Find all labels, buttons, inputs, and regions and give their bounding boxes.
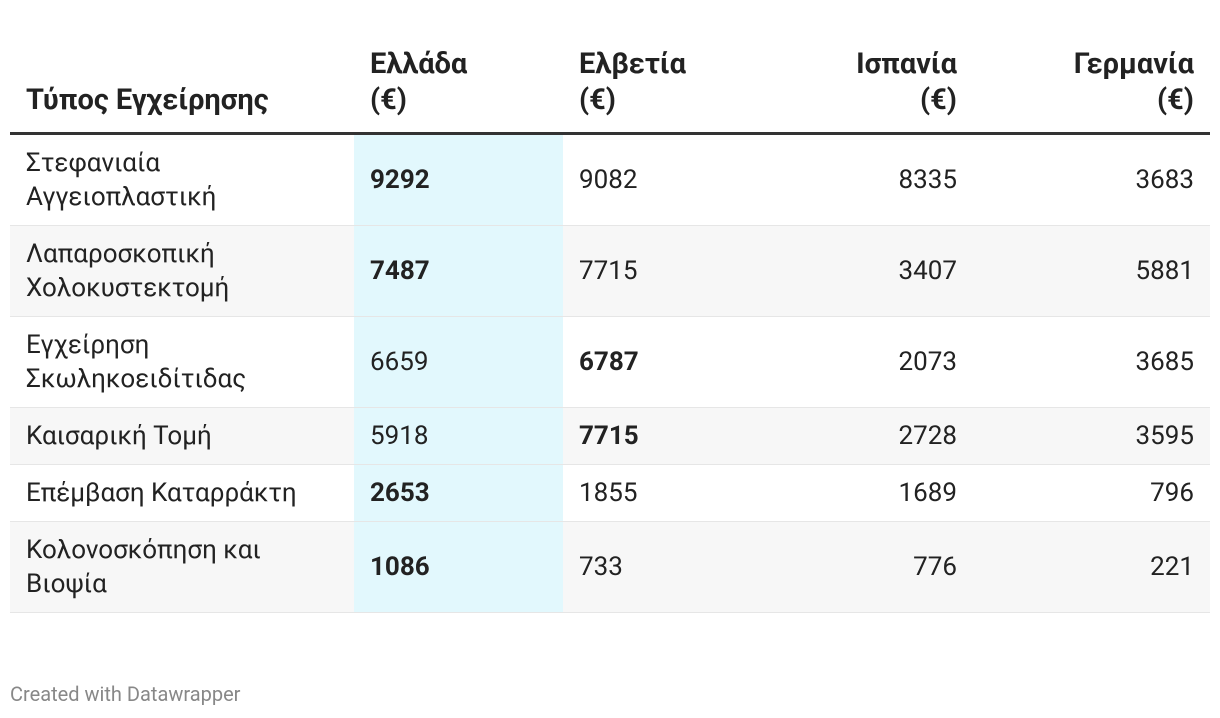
cell-value: 9292 <box>354 133 563 226</box>
row-label: Κολονοσκόπηση και Βιοψία <box>10 521 354 613</box>
footer: Created with Datawrapper <box>10 682 241 706</box>
data-table: Τύπος Εγχείρησης Ελλάδα (€) Ελβετία (€) Ισπ… <box>10 38 1210 613</box>
column-header: Γερμανία (€) <box>973 38 1210 135</box>
cell-value: 5918 <box>354 407 563 465</box>
value-text: 5918 <box>370 421 429 451</box>
value-text: 9292 <box>370 165 430 195</box>
cell-value: 3685 <box>973 316 1210 408</box>
header-text: Ισπανία (€) <box>856 47 957 117</box>
row-label: Καισαρική Τομή <box>10 407 354 465</box>
row-label: Επέμβαση Καταρράκτη <box>10 464 354 522</box>
value-text: 733 <box>579 552 623 582</box>
cell-value: 796 <box>973 464 1210 522</box>
column-header: Ελλάδα (€) <box>354 38 563 135</box>
value-text: 8335 <box>898 165 957 195</box>
cell-value: 7715 <box>563 225 775 317</box>
cell-value: 1855 <box>563 464 775 522</box>
row-label: Λαπαροσκοπική Χολοκυστεκτομή <box>10 225 354 317</box>
cell-value: 1086 <box>354 521 563 613</box>
cell-value: 5881 <box>973 225 1210 317</box>
value-text: 2653 <box>370 478 430 508</box>
value-text: 2073 <box>898 347 957 377</box>
cell-value: 9082 <box>563 133 775 226</box>
cell-value: 6659 <box>354 316 563 408</box>
value-text: 3685 <box>1135 347 1194 377</box>
value-text: 7715 <box>579 256 638 286</box>
cell-value: 733 <box>563 521 775 613</box>
value-text: 3595 <box>1135 421 1194 451</box>
value-text: 796 <box>1150 478 1194 508</box>
cell-value: 3407 <box>775 225 973 317</box>
cell-value: 2728 <box>775 407 973 465</box>
value-text: 1855 <box>579 478 638 508</box>
table-row: Λαπαροσκοπική Χολοκυστεκτομή 7487 7715 3407… <box>10 225 1210 317</box>
label-text: Στεφανιαία Αγγειοπλαστική <box>26 148 217 212</box>
label-text: Καισαρική Τομή <box>26 421 212 451</box>
label-text: Λαπαροσκοπική Χολοκυστεκτομή <box>26 239 230 303</box>
cell-value: 2653 <box>354 464 563 522</box>
cell-value: 3595 <box>973 407 1210 465</box>
cell-value: 221 <box>973 521 1210 613</box>
value-text: 6787 <box>579 347 639 377</box>
table-row: Καισαρική Τομή 5918 7715 2728 3595 <box>10 407 1210 465</box>
header-text: Τύπος Εγχείρησης <box>26 83 269 117</box>
cell-value: 1689 <box>775 464 973 522</box>
cell-value: 776 <box>775 521 973 613</box>
value-text: 5881 <box>1135 256 1194 286</box>
header-text: Ελβετία (€) <box>579 47 687 117</box>
label-text: Κολονοσκόπηση και Βιοψία <box>26 535 261 599</box>
header-text: Γερμανία (€) <box>1073 47 1194 117</box>
value-text: 1086 <box>370 552 430 582</box>
cell-value: 8335 <box>775 133 973 226</box>
cell-value: 3683 <box>973 133 1210 226</box>
label-text: Εγχείρηση Σκωληκοειδίτιδας <box>26 330 247 394</box>
value-text: 221 <box>1150 552 1194 582</box>
cell-value: 2073 <box>775 316 973 408</box>
table-row: Κολονοσκόπηση και Βιοψία 1086 733 776 221 <box>10 521 1210 613</box>
value-text: 3683 <box>1135 165 1194 195</box>
column-header: Ισπανία (€) <box>775 38 973 135</box>
value-text: 9082 <box>579 165 638 195</box>
label-text: Επέμβαση Καταρράκτη <box>26 478 297 508</box>
cell-value: 7715 <box>563 407 775 465</box>
value-text: 7487 <box>370 256 430 286</box>
value-text: 776 <box>913 552 957 582</box>
column-header: Τύπος Εγχείρησης <box>10 38 354 135</box>
table-row: Εγχείρηση Σκωληκοειδίτιδας 6659 6787 2073 36… <box>10 316 1210 408</box>
header-row: Τύπος Εγχείρησης Ελλάδα (€) Ελβετία (€) Ισπ… <box>10 38 1210 135</box>
row-label: Εγχείρηση Σκωληκοειδίτιδας <box>10 316 354 408</box>
value-text: 1689 <box>898 478 957 508</box>
value-text: 2728 <box>898 421 957 451</box>
table-row: Επέμβαση Καταρράκτη 2653 1855 1689 796 <box>10 464 1210 522</box>
cell-value: 7487 <box>354 225 563 317</box>
value-text: 3407 <box>898 256 957 286</box>
table-body: Στεφανιαία Αγγειοπλαστική 9292 9082 8335 368… <box>10 133 1210 613</box>
row-label: Στεφανιαία Αγγειοπλαστική <box>10 133 354 226</box>
column-header: Ελβετία (€) <box>563 38 775 135</box>
cell-value: 6787 <box>563 316 775 408</box>
table-row: Στεφανιαία Αγγειοπλαστική 9292 9082 8335 368… <box>10 133 1210 226</box>
value-text: 6659 <box>370 347 429 377</box>
value-text: 7715 <box>579 421 639 451</box>
header-text: Ελλάδα (€) <box>370 47 468 117</box>
